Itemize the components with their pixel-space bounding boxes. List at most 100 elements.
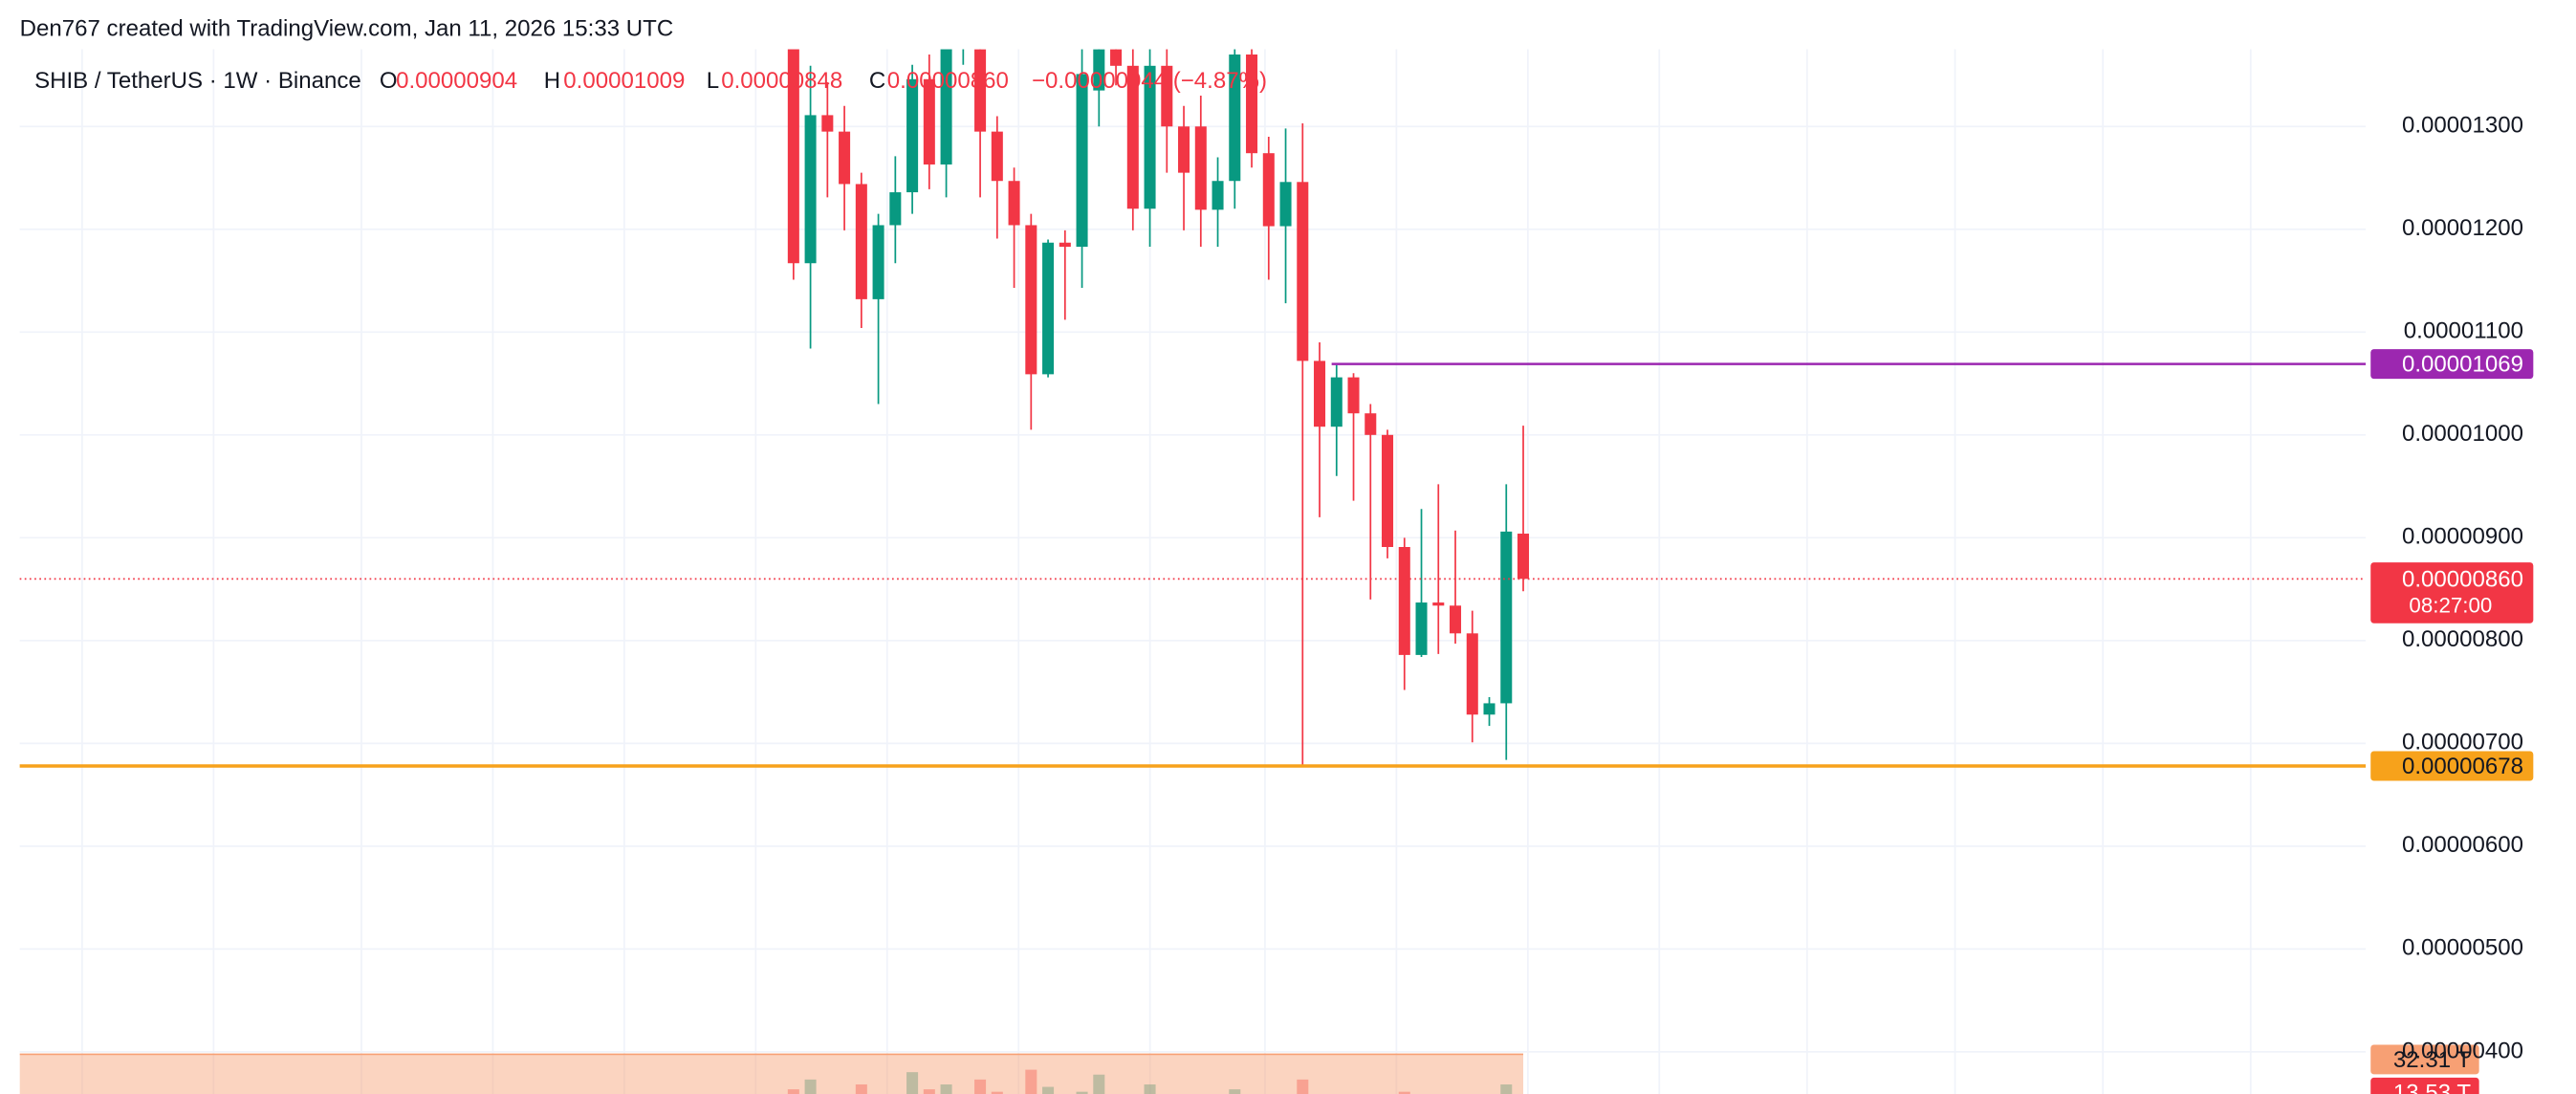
candle-body xyxy=(1144,65,1156,209)
current-volume-label: 13.53 T xyxy=(2393,1080,2471,1094)
volume-ma-tag xyxy=(2370,1044,2479,1075)
header-bar xyxy=(0,0,2576,50)
legend-change: −0.00000044 (−4.87%) xyxy=(1032,68,1267,94)
candle-body xyxy=(1008,181,1020,226)
y-tick-label: 0.00001000 xyxy=(2402,421,2523,447)
volume-bar xyxy=(1042,1086,1055,1094)
volume-bar xyxy=(855,1083,867,1094)
volume-bar xyxy=(1500,1083,1513,1094)
volume-bar xyxy=(923,1089,935,1094)
volume-bar xyxy=(1093,1074,1105,1094)
candle-body xyxy=(1229,54,1241,182)
legend-key: O xyxy=(380,68,398,94)
y-tick-label: 0.00001200 xyxy=(2402,215,2523,241)
y-tick-label: 0.00000900 xyxy=(2402,524,2523,550)
volume-bar xyxy=(906,1072,919,1094)
candle-body xyxy=(1364,413,1377,435)
candle-body xyxy=(1042,242,1055,375)
volume-ma-area xyxy=(19,1054,1524,1094)
candle-body xyxy=(1161,65,1173,127)
legend-value: 0.00000860 xyxy=(887,68,1009,94)
y-tick-label: 0.00001100 xyxy=(2404,318,2523,344)
y-tick-label: 0.00000700 xyxy=(2402,730,2523,755)
candle-body xyxy=(1314,361,1326,427)
price-axis: 0.00001300 0.00001200 0.00001100 0.00001000… xyxy=(2402,113,2523,1064)
candle-body xyxy=(1262,153,1275,227)
candle-body xyxy=(974,49,987,132)
candle-body xyxy=(1178,126,1190,173)
legend-key: H xyxy=(544,68,560,94)
volume-bar xyxy=(940,1083,952,1094)
candle-body xyxy=(1093,49,1105,91)
symbol: SHIB / TetherUS · 1W · Binance xyxy=(34,68,361,94)
candle-body xyxy=(1432,602,1445,606)
volume-bar xyxy=(1076,1091,1088,1094)
candle-body xyxy=(787,49,799,264)
legend: SHIB / TetherUS · 1W · Binance O 0.00000… xyxy=(34,68,1267,94)
volume-bar xyxy=(974,1079,987,1094)
volume-bar xyxy=(787,1089,799,1094)
legend-key: L xyxy=(707,68,719,94)
candle-body xyxy=(804,115,817,264)
level-tag xyxy=(2370,751,2534,781)
y-tick-label: 0.00000800 xyxy=(2402,626,2523,652)
legend-value: 0.00000904 xyxy=(396,68,517,94)
last-price-label: 0.00000860 xyxy=(2402,566,2523,592)
volume-bar xyxy=(1398,1091,1410,1094)
volume-bar xyxy=(1144,1083,1156,1094)
level-label: 0.00001069 xyxy=(2402,352,2523,378)
candle-body xyxy=(1076,74,1088,248)
candle-body xyxy=(991,131,1003,182)
y-tick-label: 0.00000500 xyxy=(2402,935,2523,961)
candle-body xyxy=(1415,602,1428,655)
candle-body xyxy=(1347,377,1360,414)
countdown: 08:27:00 xyxy=(2409,593,2492,617)
candle-body xyxy=(1297,182,1309,361)
candle-body xyxy=(1110,49,1123,66)
volume-bar xyxy=(1229,1089,1241,1094)
candle-body xyxy=(1279,182,1292,227)
candle-body xyxy=(1025,225,1037,375)
legend-value: 0.00001009 xyxy=(563,68,685,94)
volume-bar xyxy=(1297,1079,1309,1094)
candle-body xyxy=(1500,531,1513,704)
time-grid xyxy=(81,49,2252,1094)
candle-body xyxy=(1246,54,1258,154)
y-tick-label: 0.00001300 xyxy=(2402,113,2523,139)
candle-body xyxy=(1194,126,1207,210)
candle-body xyxy=(1212,181,1224,210)
candle-body xyxy=(923,78,935,165)
candle-body xyxy=(1382,434,1394,547)
candle-body xyxy=(1126,65,1139,209)
y-tick-label: 0.00000400 xyxy=(2402,1038,2523,1063)
candle-body xyxy=(940,49,952,165)
current-volume-tag xyxy=(2370,1077,2479,1094)
candle-body xyxy=(839,131,851,185)
volume-pane xyxy=(19,1053,1524,1094)
candle-body xyxy=(855,184,867,299)
volume-bar xyxy=(991,1091,1003,1094)
level-label: 0.00000678 xyxy=(2402,754,2523,779)
last-price-tag xyxy=(2370,562,2534,624)
candle-body xyxy=(906,78,919,193)
candle-body xyxy=(872,225,884,299)
candle-body xyxy=(1059,242,1071,248)
candle-body xyxy=(1450,605,1462,634)
candle-body xyxy=(1398,547,1410,655)
legend-value: 0.00000848 xyxy=(721,68,842,94)
volume-ma-label: 32.31 T xyxy=(2393,1047,2471,1073)
candle-body xyxy=(821,115,834,132)
candle-body xyxy=(1483,703,1495,715)
candle-body xyxy=(1330,377,1343,427)
candle-body xyxy=(889,192,902,226)
candle-body xyxy=(1466,633,1478,715)
level-tag xyxy=(2370,349,2534,380)
candle-body xyxy=(1517,534,1530,580)
volume-bar xyxy=(1025,1069,1037,1094)
y-tick-label: 0.00000600 xyxy=(2402,832,2523,858)
credit: Den767 created with TradingView.com, Jan… xyxy=(20,15,674,41)
